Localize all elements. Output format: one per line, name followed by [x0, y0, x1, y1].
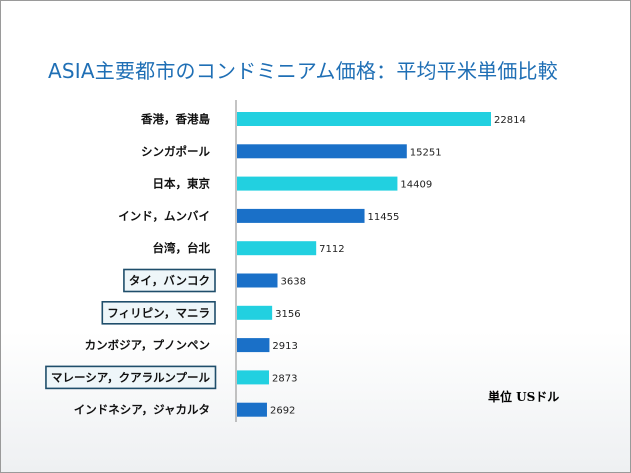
data-label-0: 22814 — [494, 115, 526, 126]
bar-7 — [237, 338, 270, 353]
unit-label: 単位 USドル — [488, 390, 560, 404]
data-label-4: 7112 — [319, 244, 344, 255]
bar-8 — [237, 370, 269, 385]
category-label-5: タイ，バンコク — [129, 274, 210, 288]
category-label-1: シンガポール — [141, 144, 210, 158]
bar-6 — [237, 305, 273, 320]
category-label-3: インド，ムンバイ — [118, 209, 210, 223]
bar-9 — [237, 402, 267, 417]
data-label-8: 2873 — [272, 373, 297, 384]
chart-title: ASIA主要都市のコンドミニアム価格：平均平米単価比較 — [48, 59, 558, 83]
bar-5 — [237, 273, 278, 288]
category-label-8: マレーシア，クアラルンプール — [51, 370, 211, 384]
data-label-1: 15251 — [410, 147, 442, 158]
highlight-box-8 — [45, 365, 217, 390]
category-label-2: 日本，東京 — [153, 177, 211, 191]
data-label-3: 11455 — [368, 212, 400, 223]
bar-1 — [237, 144, 407, 159]
data-label-6: 3156 — [275, 309, 300, 320]
data-label-9: 2692 — [270, 406, 295, 417]
category-label-9: インドネシア，ジャカルタ — [74, 403, 210, 417]
data-label-2: 14409 — [400, 180, 432, 191]
bar-4 — [237, 241, 317, 256]
bar-2 — [237, 176, 398, 191]
category-label-6: フィリピン，マニラ — [107, 306, 210, 320]
data-label-5: 3638 — [281, 277, 306, 288]
category-label-4: 台湾，台北 — [153, 241, 211, 255]
bar-0 — [237, 112, 491, 126]
highlight-box-6 — [101, 300, 216, 325]
bar-3 — [237, 208, 365, 223]
category-label-7: カンボジア，プノンペン — [85, 338, 210, 352]
highlight-box-5 — [123, 268, 216, 293]
category-label-0: 香港，香港島 — [140, 112, 210, 126]
data-label-7: 2913 — [272, 341, 297, 352]
